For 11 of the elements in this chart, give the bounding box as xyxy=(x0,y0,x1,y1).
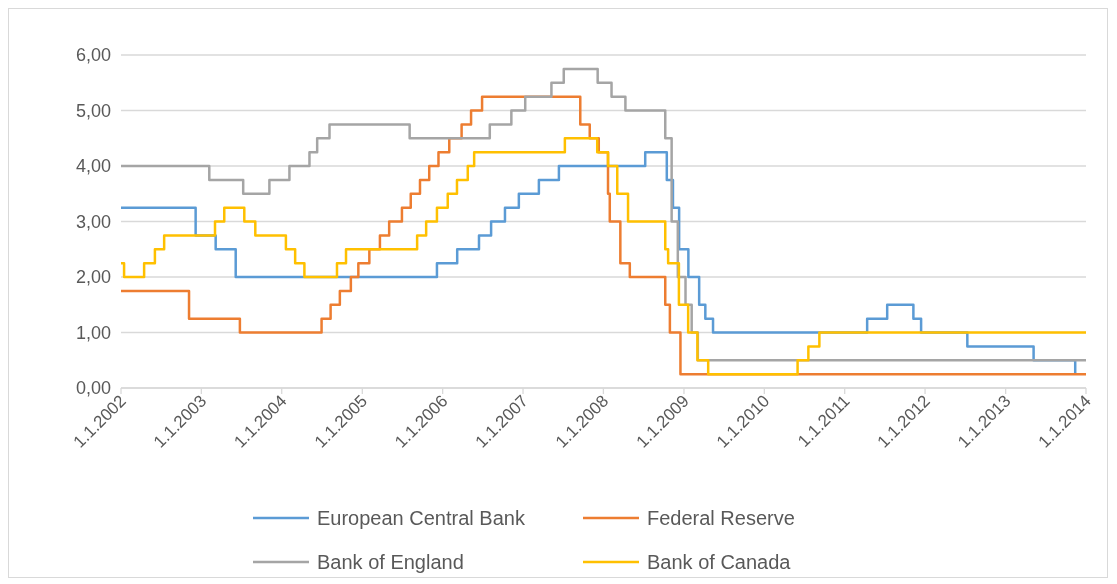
y-tick-label: 1,00 xyxy=(75,322,111,343)
legend-label: Bank of Canada xyxy=(647,551,792,573)
y-tick-label: 2,00 xyxy=(75,267,111,288)
y-tick-label: 6,00 xyxy=(75,45,111,66)
y-tick-label: 0,00 xyxy=(75,378,111,399)
y-tick-label: 4,00 xyxy=(75,156,111,177)
legend-label: Federal Reserve xyxy=(647,507,795,529)
y-tick-label: 5,00 xyxy=(75,100,111,121)
legend-label: Bank of England xyxy=(317,551,464,573)
legend-label: European Central Bank xyxy=(317,507,526,529)
y-tick-label: 3,00 xyxy=(75,211,111,232)
